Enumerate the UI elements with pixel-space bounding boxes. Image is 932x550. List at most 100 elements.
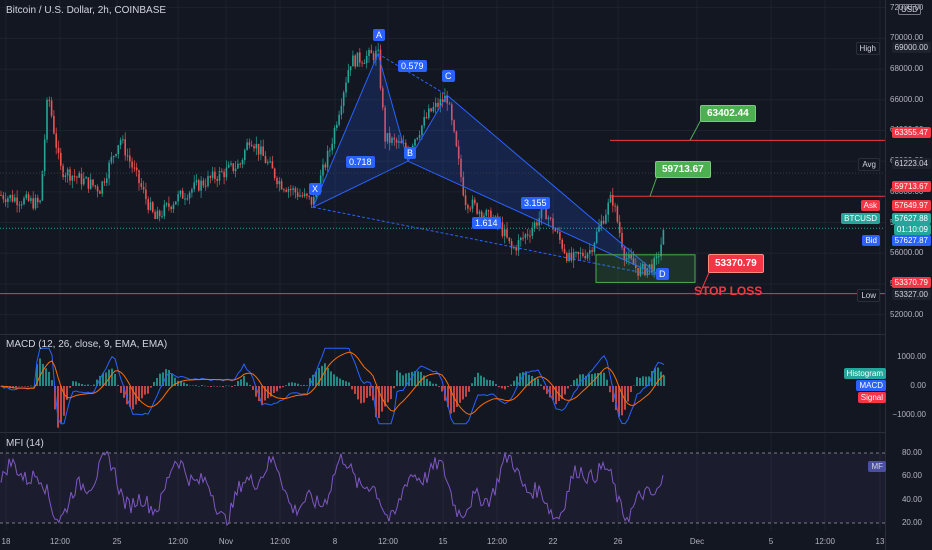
candle-body <box>609 194 612 203</box>
candle-body <box>202 180 205 186</box>
point-x[interactable]: X <box>309 183 322 195</box>
candle-body <box>616 206 619 222</box>
macd-histogram-bar <box>117 384 119 386</box>
macd-histogram-bar <box>192 385 194 386</box>
candle-body <box>250 145 253 147</box>
macd-histogram-bar <box>396 370 398 386</box>
macd-histogram-bar <box>231 386 233 387</box>
macd-histogram-bar <box>624 386 626 410</box>
macd-histogram-bar <box>402 375 404 386</box>
candle-body <box>112 156 115 158</box>
candle-body <box>579 252 582 255</box>
candle-body <box>140 183 143 187</box>
candle-body <box>87 177 90 189</box>
time-tick: 12:00 <box>378 537 399 546</box>
candle-body <box>605 214 607 224</box>
high-label: High <box>855 42 880 55</box>
sl-axis-label: 53370.79 <box>891 277 931 288</box>
candle-body <box>131 161 133 168</box>
price-tick: 68000.00 <box>890 64 924 74</box>
candle-body <box>99 191 101 194</box>
symbol-label: BTCUSD <box>841 213 880 224</box>
macd-histogram-bar <box>282 386 284 388</box>
macd-histogram-bar <box>345 381 347 386</box>
candle-body <box>175 201 177 205</box>
candle-body <box>602 220 605 224</box>
point-c[interactable]: C <box>442 70 455 82</box>
macd-histogram-bar <box>558 386 560 402</box>
macd-histogram-bar <box>399 372 401 386</box>
macd-histogram-bar <box>270 386 272 397</box>
candle-body <box>18 204 21 206</box>
candle-body <box>89 179 92 189</box>
point-b[interactable]: B <box>404 147 417 159</box>
candle-body <box>39 200 41 203</box>
time-tick: 15 <box>439 537 448 546</box>
tp2-box[interactable]: 59713.67 <box>655 161 711 178</box>
macd-histogram-bar <box>327 367 329 386</box>
point-d[interactable]: D <box>656 268 669 280</box>
candle-body <box>285 189 287 192</box>
candle-body <box>607 202 609 215</box>
macd-histogram-bar <box>501 386 503 389</box>
mfi-label: MFI (14) <box>6 438 44 449</box>
macd-histogram-bar <box>228 385 230 387</box>
candle-body <box>214 171 216 180</box>
macd-histogram-bar <box>168 369 170 386</box>
candle-body <box>536 222 538 226</box>
candle-body <box>83 178 85 185</box>
macd-histogram-bar <box>387 386 389 403</box>
macd-histogram-bar <box>21 386 23 387</box>
macd-histogram-bar <box>69 386 71 388</box>
candle-body <box>50 100 53 116</box>
candle-body <box>53 115 55 134</box>
candle-body <box>64 175 67 177</box>
macd-tick: −1000.00 <box>892 410 926 419</box>
pattern-xab <box>312 52 409 209</box>
point-a[interactable]: A <box>373 29 386 41</box>
macd-histogram-bar <box>276 386 278 392</box>
candle-body <box>200 180 202 191</box>
candle-body <box>448 103 451 105</box>
chart-canvas[interactable]: 18 12:00 25 12:00 Nov 12:00 8 12:00 15 12:00 22 26 D… <box>0 0 886 550</box>
candle-body <box>94 185 97 187</box>
macd-histogram-bar <box>114 373 116 386</box>
candle-body <box>513 247 515 249</box>
macd-histogram-bar <box>408 372 410 386</box>
candle-body <box>593 242 596 252</box>
macd-histogram-bar <box>639 377 641 386</box>
time-tick: 13 <box>876 537 885 546</box>
candle-body <box>216 179 218 181</box>
macd-legend-histogram: Histogram <box>843 368 886 379</box>
macd-histogram-bar <box>642 376 644 386</box>
candle-body <box>361 62 363 64</box>
candle-body <box>510 241 513 249</box>
price-axis[interactable]: 72000.0070000.0068000.0066000.0064000.00… <box>885 0 932 550</box>
macd-histogram-bar <box>609 386 611 393</box>
currency-badge[interactable]: USD <box>898 4 921 15</box>
candle-body <box>600 220 603 227</box>
candle-body <box>16 197 18 206</box>
candle-body <box>241 159 244 165</box>
macd-histogram-bar <box>138 386 140 401</box>
macd-histogram-bar <box>198 385 200 387</box>
candle-body <box>524 234 527 238</box>
macd-histogram-bar <box>606 379 608 386</box>
macd-histogram-bar <box>612 386 614 402</box>
mfi-tick: 60.00 <box>901 471 922 481</box>
candle-body <box>124 139 126 156</box>
macd-histogram-bar <box>84 384 86 386</box>
sl-box[interactable]: 53370.79 <box>708 254 764 273</box>
ratio-bc-cd: 1.614 <box>472 217 501 229</box>
candle-body <box>290 188 292 190</box>
pattern-ac <box>377 53 448 96</box>
time-tick: Nov <box>219 537 233 546</box>
tp1-box[interactable]: 63402.44 <box>700 105 756 122</box>
macd-histogram-bar <box>657 367 659 386</box>
macd-histogram-bar <box>360 386 362 404</box>
candle-body <box>326 150 329 168</box>
macd-histogram-bar <box>129 386 131 408</box>
candle-body <box>559 232 561 240</box>
macd-histogram-bar <box>159 373 161 386</box>
candle-body <box>191 189 193 193</box>
